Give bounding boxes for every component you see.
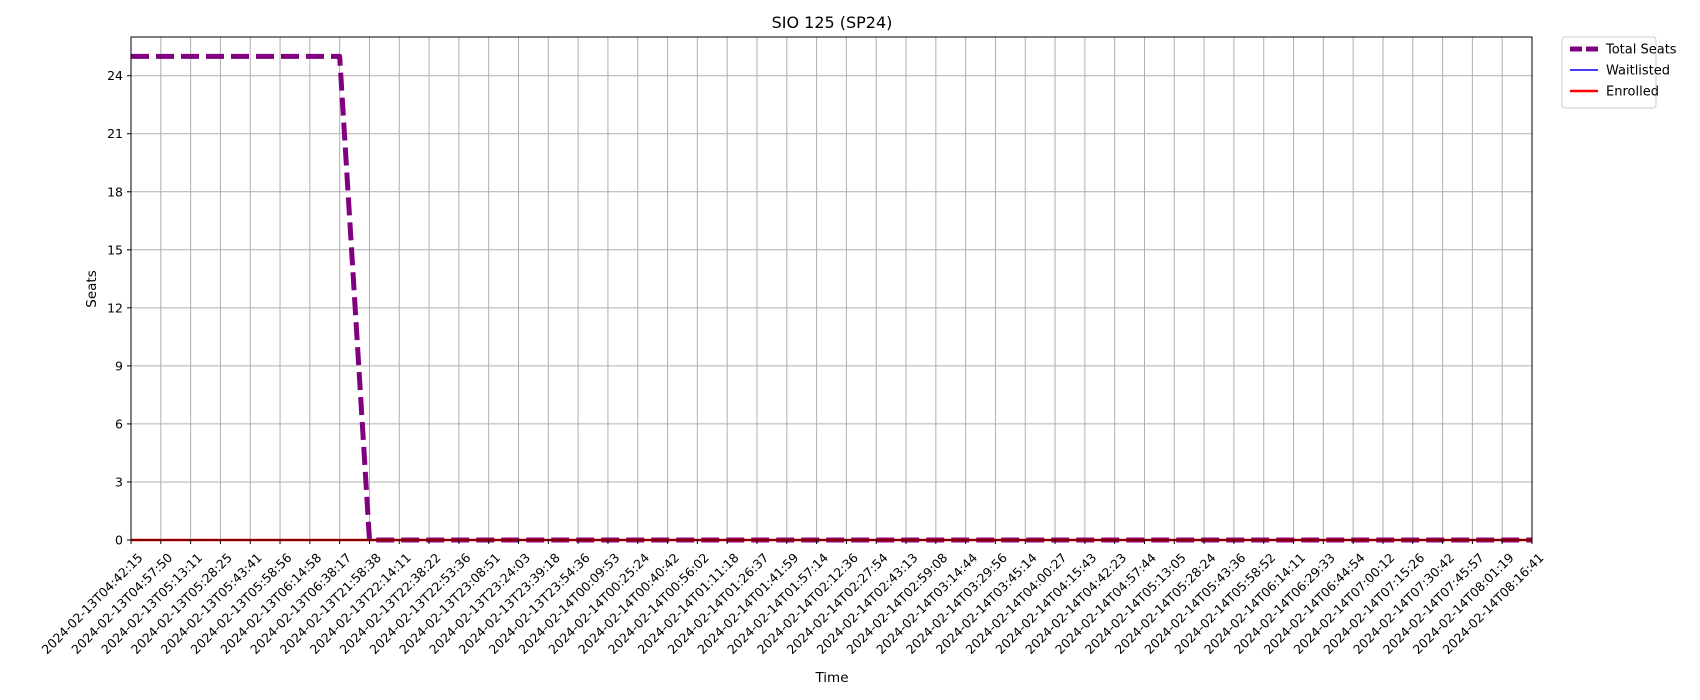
chart-legend: Total Seats Waitlisted Enrolled [1561, 36, 1677, 109]
x-axis-ticks: 2024-02-13T04:42:152024-02-13T04:57:5020… [38, 540, 1547, 657]
y-tick-label: 24 [107, 68, 123, 83]
y-tick-label: 9 [115, 358, 123, 373]
y-axis-ticks: 0 3 6 9 12 15 18 21 24 [107, 68, 131, 548]
y-tick-label: 3 [115, 474, 123, 489]
y-tick-label: 12 [107, 300, 123, 315]
legend-label: Enrolled [1606, 85, 1659, 100]
chart-grid [130, 37, 1533, 541]
y-tick-label: 6 [115, 416, 123, 431]
x-axis-title: Time [814, 670, 848, 686]
chart-title: SIO 125 (SP24) [772, 13, 893, 32]
legend-label: Total Seats [1605, 43, 1677, 58]
y-tick-label: 18 [107, 184, 123, 199]
series-line-total-seats [131, 53, 1532, 543]
y-axis-title: Seats [84, 270, 100, 307]
plot-frame [130, 36, 1533, 541]
chart-series [131, 53, 1532, 543]
y-tick-label: 0 [115, 533, 123, 548]
y-tick-label: 15 [107, 242, 123, 257]
y-tick-label: 21 [107, 126, 123, 141]
legend-label: Waitlisted [1606, 64, 1670, 79]
